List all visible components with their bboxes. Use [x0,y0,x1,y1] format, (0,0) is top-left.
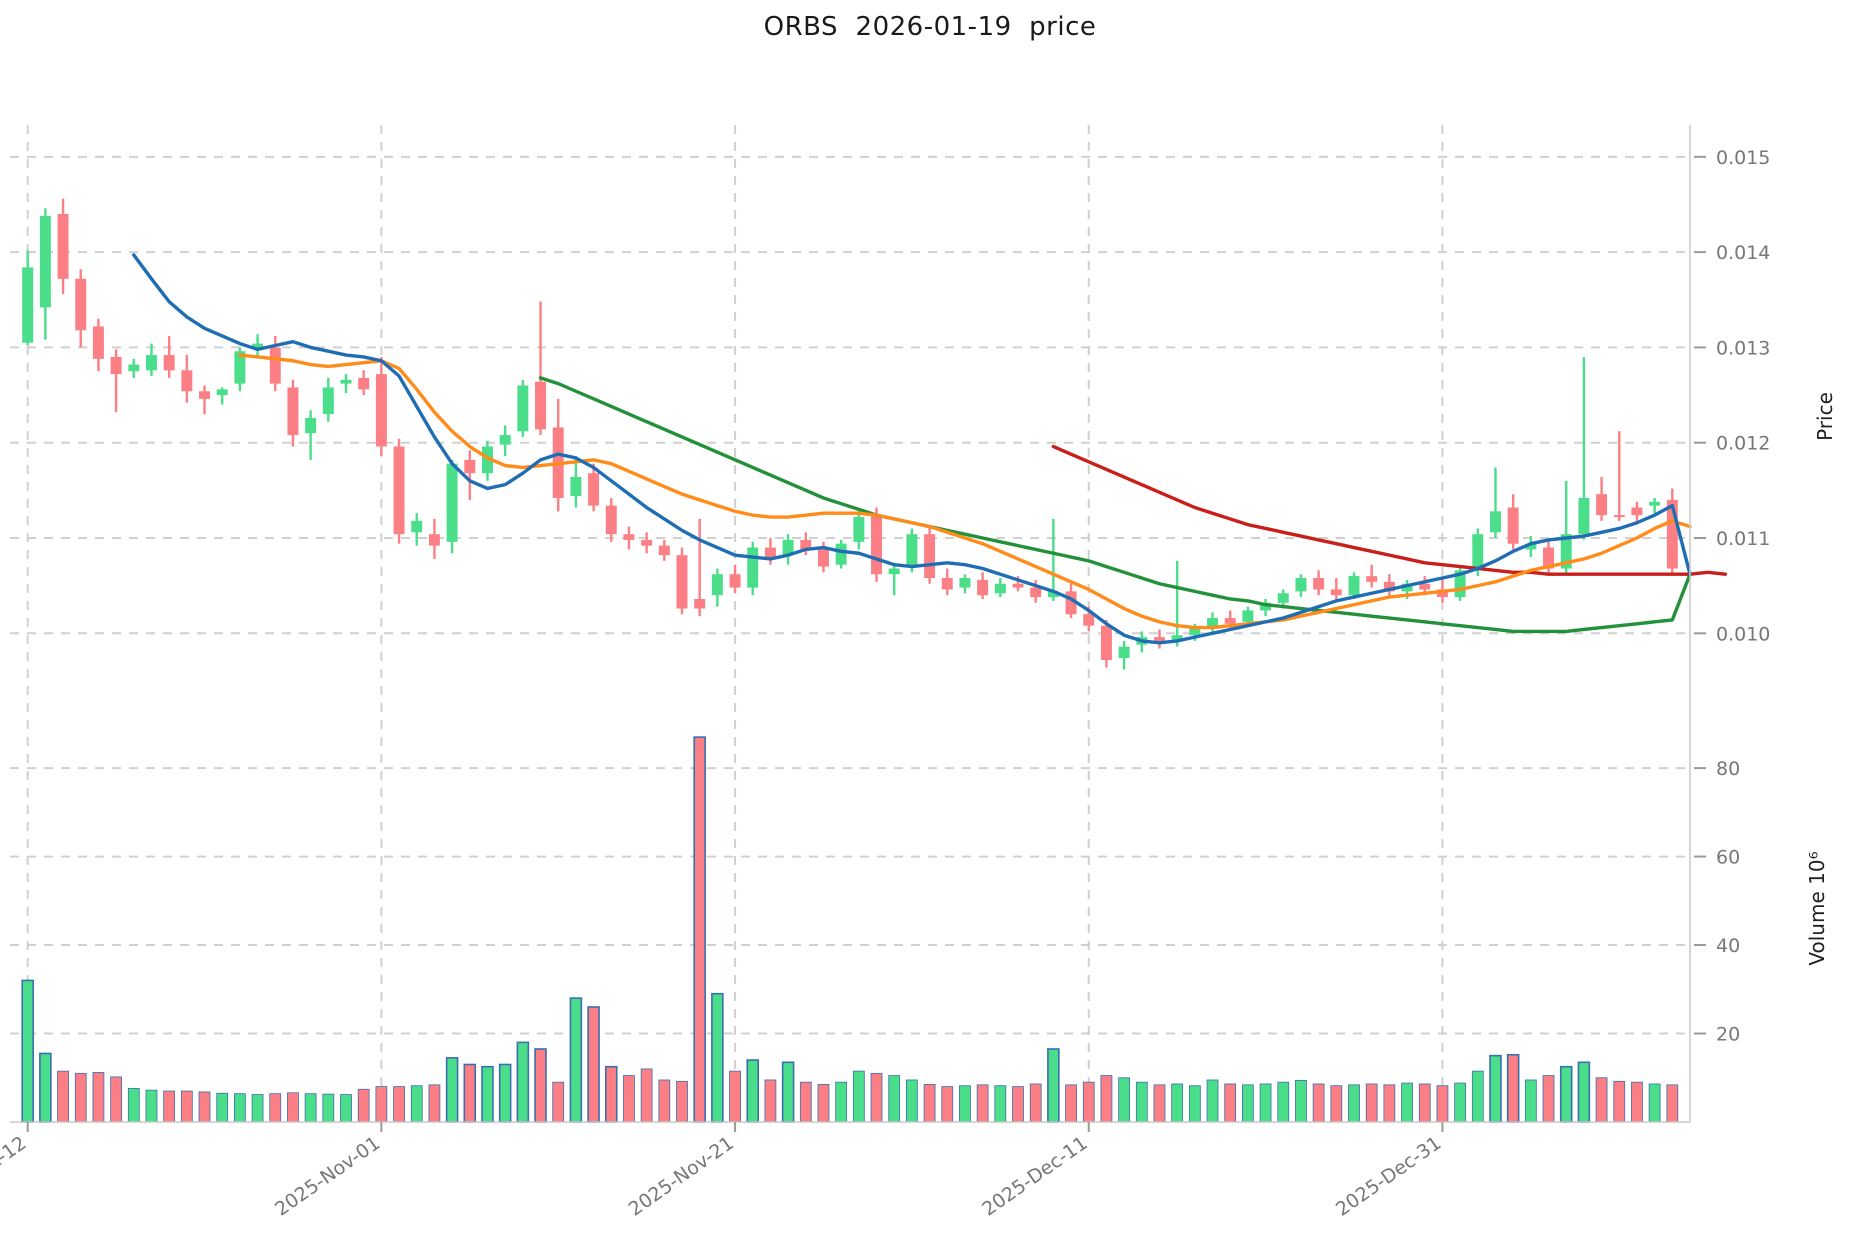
svg-text:0.012: 0.012 [1716,433,1770,455]
volume-axis-ticks: 20 40 60 80 [1694,758,1740,1046]
axis-titles: Price Volume 10⁶ [1805,392,1837,966]
svg-text:Volume 10⁶: Volume 10⁶ [1805,851,1829,965]
svg-text:80: 80 [1716,758,1740,780]
svg-text:Price: Price [1813,392,1837,441]
chart-title: ORBS 2026-01-19 price [763,12,1097,42]
svg-text:2025-Dec-11: 2025-Dec-11 [978,1132,1091,1221]
svg-text:0.014: 0.014 [1716,242,1770,264]
svg-text:20: 20 [1716,1024,1740,1046]
grid-lines [10,155,1690,1035]
svg-text:0.010: 0.010 [1716,623,1770,645]
svg-text:0.011: 0.011 [1716,528,1770,550]
price-axis-ticks: 0.010 0.011 0.012 0.013 0.014 0.015 [1694,147,1770,645]
moving-average-lines [132,253,1728,645]
svg-text:2025-Dec-31: 2025-Dec-31 [1332,1132,1445,1221]
svg-text:0.013: 0.013 [1716,337,1770,359]
volume-bars [21,736,1679,1123]
svg-text:2025-Nov-21: 2025-Nov-21 [625,1132,738,1220]
svg-text:60: 60 [1716,847,1740,869]
candlesticks [22,198,1678,670]
date-axis-ticks: 2025-Oct-12 2025-Nov-01 2025-Nov-21 2025-De… [0,1122,1445,1221]
svg-text:2025-Oct-12: 2025-Oct-12 [0,1132,31,1219]
svg-text:40: 40 [1716,935,1740,957]
axis-spines [10,125,1691,1123]
svg-text:0.015: 0.015 [1716,147,1770,169]
svg-text:2025-Nov-01: 2025-Nov-01 [271,1132,384,1220]
